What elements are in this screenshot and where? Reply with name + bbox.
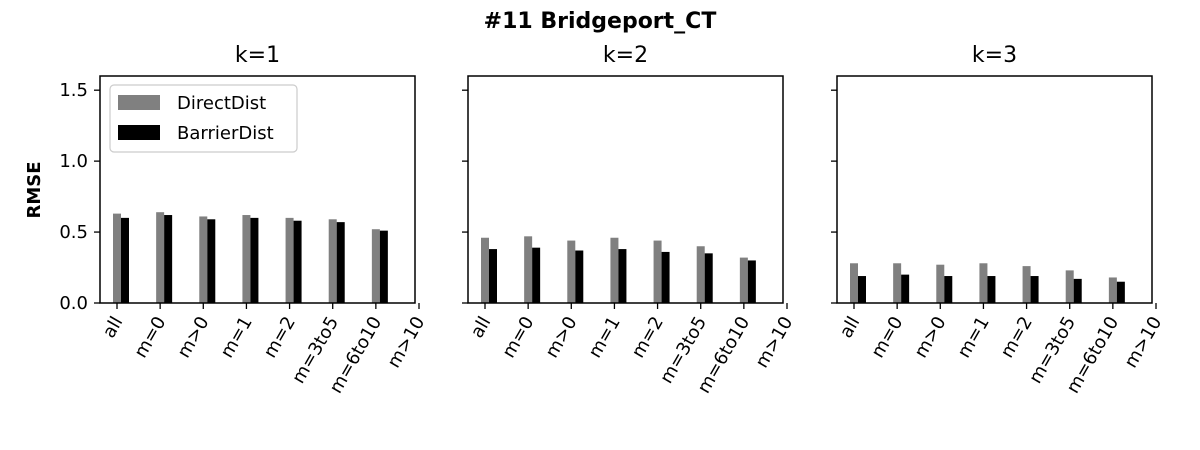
x-tick-label: m=2 [260,313,300,362]
bar-directdist-3 [610,237,619,303]
x-tick-label: all [467,313,496,342]
x-tick-label: m=1 [954,313,994,362]
x-tick-label: m>10 [751,313,797,372]
plot-frame [99,75,416,304]
bar-directdist-0 [850,263,858,303]
y-tick-label: 0.5 [59,222,88,243]
bar-directdist-2 [567,240,576,303]
bar-directdist-1 [524,236,533,303]
bar-directdist-5 [328,219,337,303]
bar-directdist-4 [1022,266,1031,303]
bar-directdist-5 [1065,270,1074,303]
bar-directdist-3 [242,215,251,303]
x-tick-label: m=0 [867,313,907,362]
bar-directdist-1 [893,263,902,303]
bar-barrierdist-1 [164,215,173,303]
bar-barrierdist-0 [121,217,129,303]
bar-directdist-4 [653,240,662,303]
x-tick-label: m>10 [1120,313,1166,372]
bar-directdist-1 [156,212,165,303]
bar-barrierdist-3 [987,276,996,303]
bar-barrierdist-2 [207,219,216,303]
x-tick-label: m=1 [217,313,257,362]
y-tick-label: 1.5 [59,80,88,101]
bar-directdist-6 [371,229,380,303]
bar-directdist-0 [113,213,121,303]
bar-directdist-6 [1108,277,1117,303]
plot-frame [836,75,1153,304]
y-axis-label: RMSE [24,161,45,218]
bar-directdist-4 [285,217,294,303]
panel-title: k=3 [972,43,1017,68]
x-tick-label: m>0 [541,313,581,362]
legend-label-directdist: DirectDist [177,93,266,114]
bar-barrierdist-4 [1030,276,1039,303]
y-tick-label: 0.0 [59,293,88,314]
plot-frame [467,75,784,304]
x-tick-label: all [99,313,128,342]
x-tick-label: m>10 [383,313,429,372]
bar-barrierdist-6 [379,230,388,303]
legend-label-barrierdist: BarrierDist [177,123,274,144]
bar-directdist-6 [739,257,748,303]
bar-barrierdist-5 [704,253,713,303]
x-tick-label: m>0 [173,313,213,362]
bar-directdist-5 [696,246,705,303]
bar-barrierdist-4 [293,220,302,303]
bar-barrierdist-5 [1073,278,1082,303]
legend: DirectDist BarrierDist [109,84,298,153]
x-tick-label: all [836,313,865,342]
x-tick-label: m=2 [628,313,668,362]
figure-title: #11 Bridgeport_CT [484,9,717,34]
x-tick-label: m=0 [498,313,538,362]
bar-barrierdist-6 [1116,281,1125,303]
bar-barrierdist-3 [618,249,627,303]
bar-barrierdist-3 [250,217,259,303]
bar-barrierdist-6 [747,260,756,303]
bar-barrierdist-1 [901,274,910,303]
legend-swatch-barrierdist [118,125,160,140]
legend-swatch-directdist [118,95,160,110]
bar-directdist-2 [199,216,208,303]
panel-title: k=2 [603,43,648,68]
bar-directdist-2 [936,264,945,303]
bar-barrierdist-2 [944,276,953,303]
bar-directdist-3 [979,263,988,303]
bar-barrierdist-4 [661,251,670,303]
x-tick-label: m>0 [910,313,950,362]
bar-barrierdist-0 [858,276,866,303]
y-tick-label: 1.0 [59,151,88,172]
bar-barrierdist-5 [336,222,345,303]
x-tick-label: m=0 [130,313,170,362]
bar-barrierdist-1 [532,247,541,303]
x-tick-label: m=2 [997,313,1037,362]
x-tick-label: m=1 [585,313,625,362]
bar-barrierdist-0 [489,249,497,303]
bar-directdist-0 [481,237,489,303]
bar-barrierdist-2 [575,250,584,303]
panel-title: k=1 [235,43,280,68]
